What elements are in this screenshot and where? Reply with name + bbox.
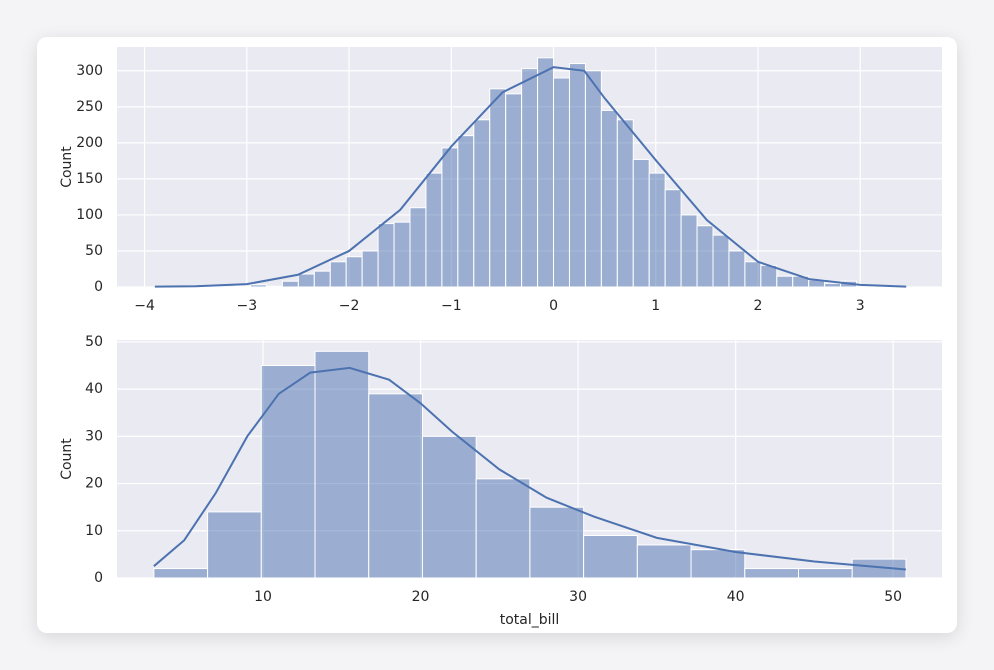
histogram-bar	[776, 275, 794, 288]
x-tick-label: 50	[884, 589, 902, 605]
x-tick-label: 0	[549, 298, 558, 314]
histogram-bar	[425, 172, 443, 288]
histogram-bar	[632, 158, 650, 288]
histogram-bar	[377, 223, 395, 288]
histogram-bar	[234, 285, 252, 288]
x-tick-label: 1	[651, 298, 660, 314]
y-axis-label: Count	[59, 146, 75, 188]
histogram-bar	[636, 544, 692, 579]
histogram-bar	[696, 225, 714, 288]
histogram-bar	[553, 77, 570, 288]
histogram-bar	[207, 511, 262, 579]
histogram-bar	[744, 568, 799, 579]
kde-line	[154, 66, 907, 288]
x-tick-label: 10	[254, 589, 272, 605]
kde-line	[153, 366, 907, 571]
histogram-bar	[600, 109, 618, 288]
histogram-bar	[297, 273, 315, 288]
histogram-bar	[473, 119, 491, 288]
y-tick-label: 300	[76, 63, 103, 79]
histogram-bar	[265, 285, 283, 288]
x-tick-label: −2	[339, 298, 360, 314]
y-tick-label: 150	[76, 171, 103, 187]
histogram-bar	[409, 207, 427, 288]
histogram-bar	[616, 119, 634, 288]
histogram-bar	[712, 234, 730, 288]
histogram-bar	[824, 282, 842, 288]
histogram-bar	[521, 68, 539, 288]
y-tick-label: 10	[85, 523, 103, 539]
histogram-bar	[529, 506, 585, 579]
x-tick-label: 2	[754, 298, 763, 314]
histogram-bar	[584, 70, 602, 288]
histogram-bar	[648, 172, 666, 288]
histogram-bar	[475, 478, 531, 579]
histogram-bar	[281, 280, 299, 288]
y-tick-label: 0	[94, 279, 103, 295]
histogram-bar	[314, 350, 370, 579]
x-tick-label: 30	[569, 589, 587, 605]
y-tick-label: 20	[85, 476, 103, 492]
x-tick-label: 40	[727, 589, 745, 605]
x-tick-label: 20	[412, 589, 430, 605]
y-axis-label: Count	[59, 438, 75, 480]
histogram-bar	[441, 147, 459, 288]
y-tick-label: 250	[76, 99, 103, 115]
y-tick-label: 40	[85, 381, 103, 397]
histogram-bar	[797, 568, 853, 579]
histogram-bar	[250, 284, 267, 288]
histogram-bar	[368, 393, 423, 579]
x-tick-label: −1	[441, 298, 462, 314]
x-tick-label: −4	[134, 298, 155, 314]
y-tick-label: 50	[85, 334, 103, 350]
x-tick-label: −3	[237, 298, 258, 314]
histogram-bar	[537, 57, 555, 288]
histogram-bar	[664, 189, 682, 288]
histogram-bar	[728, 250, 746, 288]
histogram-bar	[361, 250, 379, 288]
histogram-bar	[313, 270, 331, 288]
histogram-bar	[680, 214, 698, 288]
histogram-bar	[260, 365, 316, 579]
histogram-bar	[489, 88, 507, 288]
histogram-bar	[690, 549, 746, 579]
histogram-bar	[583, 535, 638, 579]
y-tick-label: 100	[76, 207, 103, 223]
histogram-bar	[345, 256, 363, 288]
y-tick-label: 0	[94, 570, 103, 586]
x-tick-label: 3	[856, 298, 865, 314]
histogram-bar	[760, 264, 778, 288]
histogram-bar	[568, 63, 586, 288]
y-tick-label: 200	[76, 135, 103, 151]
histogram-bar	[329, 261, 347, 288]
y-tick-label: 30	[85, 428, 103, 444]
histogram-bar	[393, 221, 411, 288]
histogram-bar	[457, 135, 475, 288]
histogram-bar	[421, 435, 477, 579]
x-axis-label: total_bill	[500, 612, 560, 628]
y-tick-label: 50	[85, 243, 103, 259]
histogram-bar	[744, 261, 762, 288]
histogram-bar	[505, 93, 523, 288]
histogram-bar	[153, 568, 209, 579]
